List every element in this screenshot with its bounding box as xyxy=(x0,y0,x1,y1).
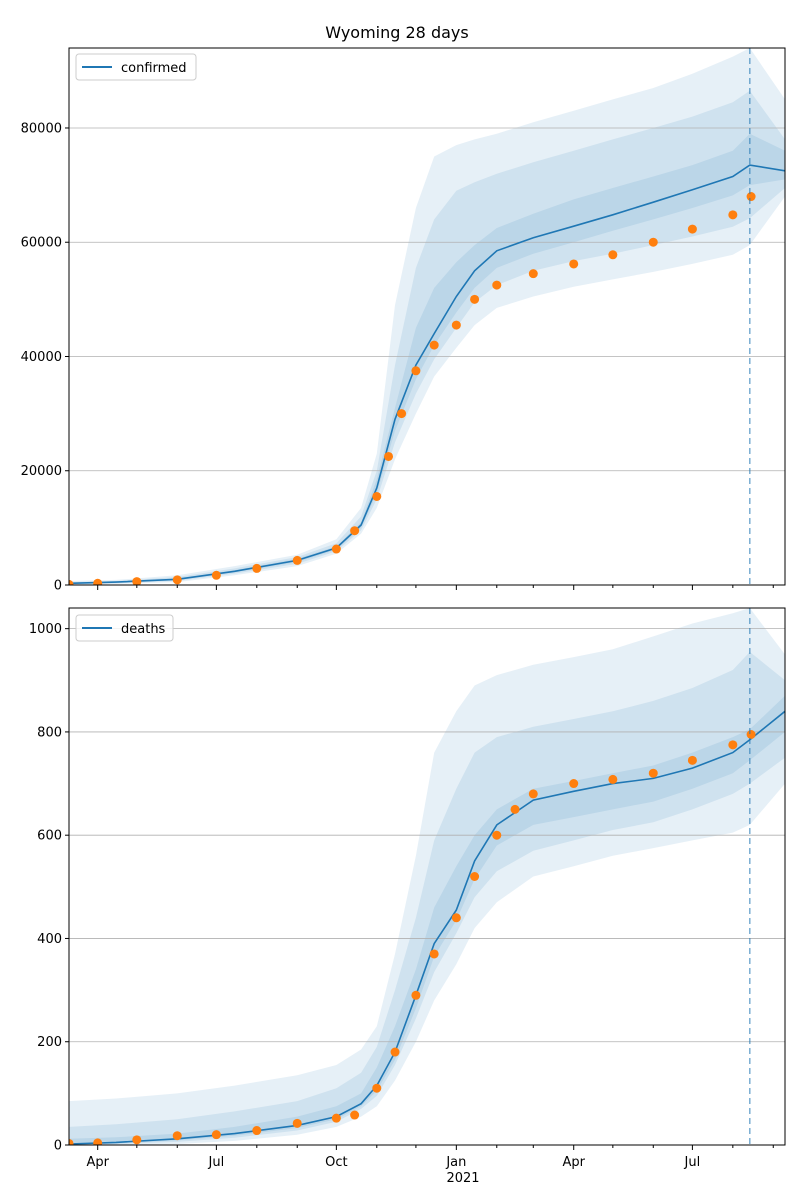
observed-point xyxy=(372,491,382,501)
deaths-gridlines xyxy=(69,628,785,1043)
y-tick-label: 0 xyxy=(54,579,62,594)
observed-point xyxy=(390,1047,400,1057)
y-tick-label: 800 xyxy=(37,725,62,740)
uncertainty-band-3 xyxy=(69,133,785,584)
observed-point xyxy=(397,409,407,419)
panel-deaths: 0 200 400 600 800 1000 deaths xyxy=(29,607,786,1154)
observed-point xyxy=(569,259,579,269)
uncertainty-band-2 xyxy=(69,651,785,1145)
confirmed-observed-points xyxy=(69,192,756,585)
observed-point xyxy=(528,269,538,279)
observed-point xyxy=(492,830,502,840)
observed-point xyxy=(687,224,697,234)
observed-point xyxy=(172,1131,182,1141)
chart-title: Wyoming 28 days xyxy=(325,23,468,42)
confirmed-axes: 0 20000 40000 60000 80000 xyxy=(21,47,786,594)
observed-point xyxy=(470,872,480,881)
x-tick-label: Apr xyxy=(562,1155,585,1170)
uncertainty-band-2 xyxy=(69,90,785,585)
observed-point xyxy=(608,250,618,260)
confirmed-model-line xyxy=(69,164,785,585)
y-tick-label: 40000 xyxy=(21,350,62,365)
panel-confirmed: 0 20000 40000 60000 80000 confirmed xyxy=(21,47,786,594)
observed-point xyxy=(69,579,74,585)
observed-point xyxy=(746,730,756,740)
x-tick-label: Apr xyxy=(86,1155,109,1170)
observed-point xyxy=(132,577,142,585)
observed-point xyxy=(429,949,439,959)
legend-label-deaths: deaths xyxy=(121,622,166,637)
observed-point xyxy=(451,320,461,330)
uncertainty-band-1 xyxy=(69,608,785,1145)
observed-point xyxy=(411,990,421,1000)
observed-point xyxy=(648,237,658,247)
observed-point xyxy=(687,755,697,765)
observed-point xyxy=(350,526,360,536)
y-tick-label: 600 xyxy=(37,829,62,844)
model-series-line xyxy=(69,710,785,1145)
observed-point xyxy=(132,1135,142,1145)
observed-point xyxy=(492,280,502,290)
axes-frame xyxy=(68,47,786,586)
observed-point xyxy=(569,779,579,789)
observed-point xyxy=(211,570,221,580)
uncertainty-band-3 xyxy=(69,695,785,1145)
axes-frame xyxy=(68,607,786,1146)
y-tick-label: 1000 xyxy=(29,622,62,637)
y-tick-label: 400 xyxy=(37,932,62,947)
observed-point xyxy=(728,740,738,750)
observed-point xyxy=(648,768,658,778)
x-tick-label: Jan xyxy=(445,1155,466,1170)
x-tick-label: Jul xyxy=(208,1155,225,1170)
observed-point xyxy=(728,210,738,220)
y-tick-label: 200 xyxy=(37,1035,62,1050)
observed-point xyxy=(528,789,538,799)
deaths-observed-points xyxy=(69,730,756,1145)
observed-point xyxy=(411,366,421,376)
observed-point xyxy=(331,1113,341,1123)
observed-point xyxy=(331,544,341,554)
y-tick-label: 80000 xyxy=(21,121,62,136)
observed-point xyxy=(470,294,480,304)
confirmed-gridlines xyxy=(69,127,785,472)
confirmed-uncertainty-bands xyxy=(69,48,785,585)
observed-point xyxy=(292,1118,302,1128)
observed-point xyxy=(93,1138,103,1145)
observed-point xyxy=(608,774,618,784)
observed-point xyxy=(350,1110,360,1120)
x-axis-year-label: 2021 xyxy=(446,1171,479,1186)
deaths-legend: deaths xyxy=(75,614,174,642)
observed-point xyxy=(69,1138,74,1145)
observed-point xyxy=(211,1130,221,1140)
observed-point xyxy=(429,340,439,350)
observed-point xyxy=(252,1126,262,1136)
confirmed-legend: confirmed xyxy=(75,53,197,81)
x-axis-tick-labels: Apr Jul Oct Jan Apr Jul xyxy=(86,1155,700,1170)
observed-point xyxy=(292,555,302,565)
deaths-axes: 0 200 400 600 800 1000 xyxy=(29,607,786,1154)
y-tick-label: 20000 xyxy=(21,464,62,479)
observed-point xyxy=(372,1083,382,1093)
observed-point xyxy=(93,578,103,585)
observed-point xyxy=(252,563,262,573)
x-tick-label: Jul xyxy=(684,1155,701,1170)
model-series-line xyxy=(69,164,785,585)
y-tick-label: 0 xyxy=(54,1139,62,1154)
observed-point xyxy=(510,804,520,814)
uncertainty-band-1 xyxy=(69,48,785,585)
y-tick-label: 60000 xyxy=(21,236,62,251)
observed-point xyxy=(172,575,182,585)
observed-point xyxy=(384,451,394,461)
legend-label-confirmed: confirmed xyxy=(121,61,187,76)
observed-point xyxy=(746,192,756,202)
deaths-uncertainty-bands xyxy=(69,608,785,1145)
x-tick-label: Oct xyxy=(325,1155,347,1170)
deaths-model-line xyxy=(69,710,785,1145)
observed-point xyxy=(451,913,461,923)
